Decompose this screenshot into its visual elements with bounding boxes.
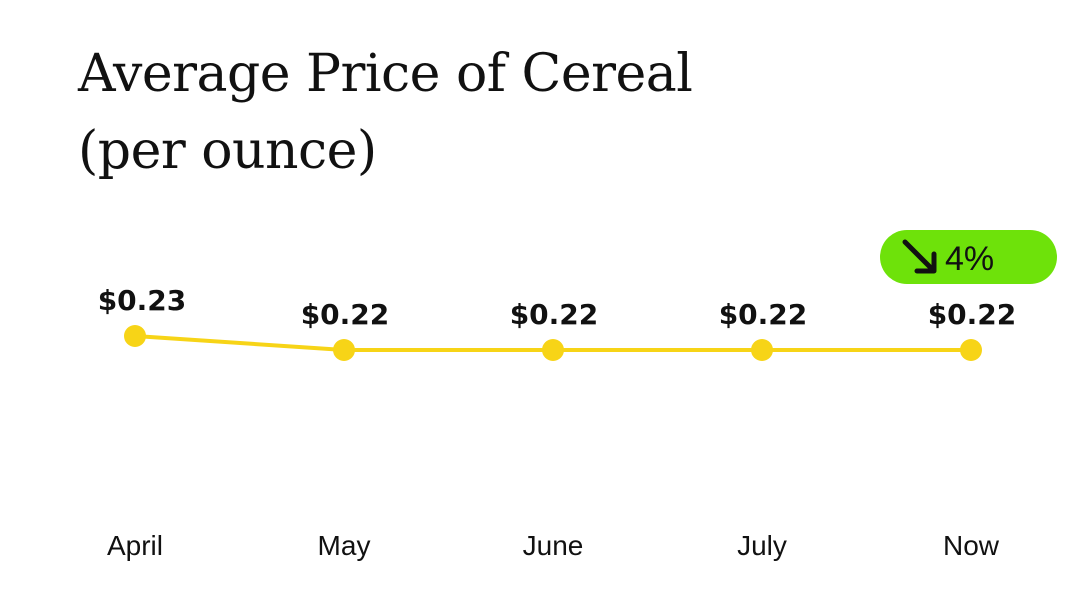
value-labels-layer: $0.23 $0.22 $0.22 $0.22 $0.22 — [98, 284, 1017, 331]
data-point-june — [542, 339, 564, 361]
points-layer — [124, 325, 982, 361]
category-label-now: Now — [943, 530, 1000, 561]
chart-title-line-2: (per ounce) — [78, 121, 377, 181]
change-badge: 4% — [880, 230, 1057, 284]
data-point-may — [333, 339, 355, 361]
category-label-april: April — [107, 530, 163, 561]
data-point-april — [124, 325, 146, 347]
chart-title-line-1: Average Price of Cereal — [78, 44, 693, 104]
value-label-july: $0.22 — [719, 298, 808, 331]
change-badge-text: 4% — [945, 240, 994, 278]
data-point-now — [960, 339, 982, 361]
value-label-now: $0.22 — [928, 298, 1017, 331]
category-label-may: May — [318, 530, 371, 561]
value-label-may: $0.22 — [301, 298, 390, 331]
category-labels-layer: April May June July Now — [107, 530, 1000, 561]
value-label-june: $0.22 — [510, 298, 599, 331]
category-label-july: July — [737, 530, 787, 561]
data-point-july — [751, 339, 773, 361]
chart-title: Average Price of Cereal (per ounce) — [78, 36, 978, 190]
value-label-april: $0.23 — [98, 284, 187, 317]
arrow-down-right-icon — [902, 239, 937, 274]
category-label-june: June — [523, 530, 584, 561]
